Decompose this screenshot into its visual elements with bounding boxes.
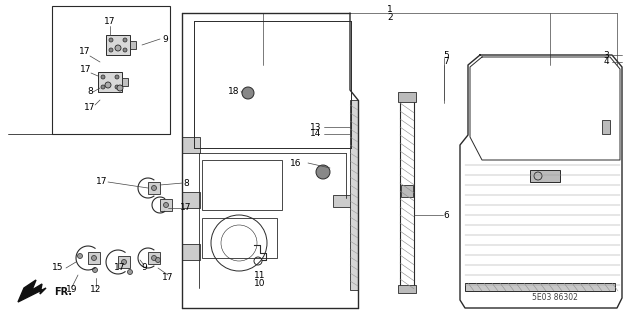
Text: 17: 17: [84, 103, 96, 113]
Bar: [182, 137, 200, 153]
Text: 13: 13: [310, 122, 322, 131]
Circle shape: [152, 186, 157, 190]
Text: 17: 17: [104, 18, 116, 26]
Bar: [350, 100, 358, 290]
Circle shape: [242, 87, 254, 99]
Circle shape: [316, 165, 330, 179]
Circle shape: [101, 85, 105, 89]
Polygon shape: [18, 280, 46, 302]
Text: 11: 11: [254, 271, 266, 279]
Bar: [118, 256, 130, 268]
Bar: [602, 120, 610, 134]
Bar: [106, 35, 130, 55]
Text: 17: 17: [115, 263, 125, 272]
Circle shape: [109, 48, 113, 52]
Bar: [398, 285, 416, 293]
Circle shape: [105, 82, 111, 88]
Text: 10: 10: [254, 278, 266, 287]
Text: 18: 18: [228, 86, 240, 95]
Text: 7: 7: [443, 57, 449, 66]
Bar: [52, 6, 170, 134]
Bar: [148, 252, 160, 264]
Circle shape: [127, 270, 132, 275]
Circle shape: [117, 85, 123, 91]
Circle shape: [93, 268, 97, 272]
Bar: [182, 244, 200, 260]
Text: 6: 6: [443, 211, 449, 219]
Text: 8: 8: [183, 179, 189, 188]
Text: 2: 2: [387, 12, 393, 21]
Text: 14: 14: [310, 130, 322, 138]
Bar: [122, 78, 128, 86]
Circle shape: [115, 85, 119, 89]
Circle shape: [123, 48, 127, 52]
Text: 8: 8: [87, 87, 93, 97]
Text: 19: 19: [67, 286, 77, 294]
Text: FR.: FR.: [54, 287, 72, 297]
Text: 17: 17: [96, 177, 108, 187]
Text: 9: 9: [141, 263, 147, 272]
Bar: [398, 92, 416, 102]
Bar: [530, 170, 560, 182]
Text: 17: 17: [163, 273, 173, 283]
Text: 16: 16: [291, 159, 301, 167]
Circle shape: [101, 75, 105, 79]
Circle shape: [77, 254, 83, 258]
Bar: [182, 192, 200, 208]
Circle shape: [109, 38, 113, 42]
Bar: [333, 195, 353, 207]
Text: 5: 5: [443, 50, 449, 60]
Circle shape: [115, 75, 119, 79]
Bar: [88, 252, 100, 264]
Text: 3: 3: [603, 50, 609, 60]
Circle shape: [115, 45, 121, 51]
Bar: [400, 100, 414, 290]
Text: 1: 1: [387, 5, 393, 14]
Text: 17: 17: [180, 204, 192, 212]
Circle shape: [123, 38, 127, 42]
Text: 15: 15: [52, 263, 64, 272]
Circle shape: [92, 256, 97, 261]
Bar: [202, 160, 282, 210]
Bar: [130, 41, 136, 49]
Circle shape: [122, 259, 127, 264]
Bar: [202, 218, 277, 258]
Bar: [148, 182, 160, 194]
Bar: [160, 199, 172, 211]
Text: 9: 9: [162, 34, 168, 43]
Text: 17: 17: [80, 64, 92, 73]
Circle shape: [163, 203, 168, 207]
Text: 17: 17: [79, 48, 91, 56]
Bar: [465, 283, 615, 291]
Text: 5E03 86302: 5E03 86302: [532, 293, 578, 302]
Text: 12: 12: [90, 286, 102, 294]
Circle shape: [156, 257, 161, 263]
Bar: [401, 185, 413, 197]
Circle shape: [152, 256, 157, 261]
Text: 4: 4: [603, 57, 609, 66]
Bar: [98, 72, 122, 92]
